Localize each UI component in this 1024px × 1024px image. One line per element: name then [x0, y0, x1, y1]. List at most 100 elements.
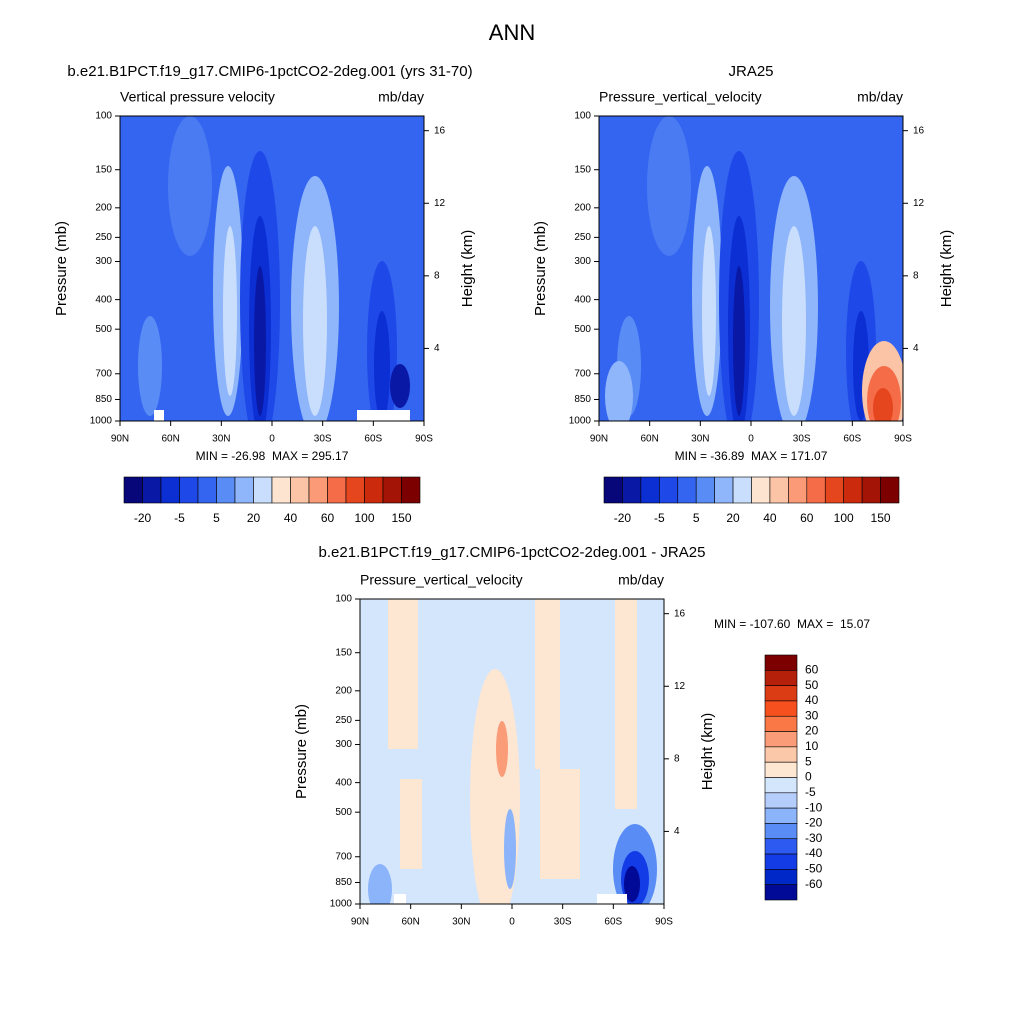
- units-label: mb/day: [857, 89, 903, 105]
- x-tick-label: 90N: [111, 434, 129, 445]
- colorbar-label: 20: [247, 511, 261, 525]
- y-tick-label: 1000: [90, 416, 113, 427]
- figure-title: ANN: [489, 20, 535, 45]
- colorbar-box: [695, 476, 715, 504]
- y2-axis-label: Height (km): [699, 713, 716, 791]
- colorbar-box: [345, 476, 365, 504]
- colorbar-box: [764, 792, 798, 809]
- y-tick-label: 200: [574, 202, 591, 213]
- colorbar-box: [764, 700, 798, 717]
- x-tick-label: 60N: [401, 917, 419, 928]
- y-tick-label: 500: [335, 807, 352, 818]
- contour-field: [120, 116, 424, 421]
- x-tick-label: 60S: [604, 917, 622, 928]
- x-tick-label: 30S: [793, 434, 811, 445]
- colorbar-label: 40: [284, 511, 298, 525]
- x-tick-label: 60N: [161, 434, 179, 445]
- x-tick-label: 30N: [212, 434, 230, 445]
- y2-tick-label: 12: [913, 198, 925, 209]
- colorbar-box: [271, 476, 291, 504]
- y2-tick-label: 8: [434, 270, 440, 281]
- colorbar-label: 100: [834, 511, 854, 525]
- colorbar-label: -50: [805, 862, 823, 876]
- colorbar-label: 5: [213, 511, 220, 525]
- panel-title: JRA25: [728, 63, 773, 80]
- colorbar-label: -5: [654, 511, 665, 525]
- colorbar-box: [861, 476, 881, 504]
- y-tick-label: 250: [335, 715, 352, 726]
- colorbar-box: [764, 838, 798, 855]
- y2-tick-label: 4: [674, 826, 680, 837]
- colorbar-label: 5: [805, 754, 812, 768]
- y2-tick-label: 16: [913, 125, 925, 136]
- y-tick-label: 100: [574, 111, 591, 122]
- colorbar-label: 40: [805, 693, 819, 707]
- colorbar-label: 20: [726, 511, 740, 525]
- colorbar-box: [401, 476, 421, 504]
- colorbar-label: 0: [805, 770, 812, 784]
- colorbar-label: -20: [134, 511, 152, 525]
- y2-tick-label: 12: [434, 198, 446, 209]
- colorbar-label: -60: [805, 877, 823, 891]
- colorbar-box: [806, 476, 826, 504]
- colorbar-box: [640, 476, 660, 504]
- x-tick-label: 30S: [314, 434, 332, 445]
- x-tick-label: 90S: [894, 434, 912, 445]
- y-tick-label: 400: [335, 777, 352, 788]
- colorbar-box: [659, 476, 679, 504]
- colorbar-box: [751, 476, 771, 504]
- y2-tick-label: 16: [434, 125, 446, 136]
- y-tick-label: 100: [335, 594, 352, 605]
- y-tick-label: 300: [335, 739, 352, 750]
- colorbar-box: [843, 476, 863, 504]
- colorbar-box: [234, 476, 254, 504]
- stats-label: MIN = -36.89 MAX = 171.07: [675, 449, 828, 463]
- colorbar-label: 60: [800, 511, 814, 525]
- colorbar-box: [764, 670, 798, 686]
- colorbar-box: [216, 476, 236, 504]
- y-tick-label: 1000: [569, 416, 592, 427]
- y-tick-label: 200: [335, 685, 352, 696]
- colorbar-box: [824, 476, 844, 504]
- y-tick-label: 1000: [330, 899, 353, 910]
- y-tick-label: 850: [95, 394, 112, 405]
- x-tick-label: 60S: [843, 434, 861, 445]
- y-axis-label: Pressure (mb): [53, 221, 70, 316]
- y2-tick-label: 8: [674, 753, 680, 764]
- y-tick-label: 250: [95, 232, 112, 243]
- colorbar-box: [308, 476, 328, 504]
- y-tick-label: 500: [574, 324, 591, 335]
- x-tick-label: 30N: [691, 434, 709, 445]
- x-tick-label: 90S: [415, 434, 433, 445]
- colorbar-box: [603, 476, 623, 504]
- colorbar-box: [764, 715, 798, 732]
- colorbar-box: [160, 476, 180, 504]
- stats-label: MIN = -107.60 MAX = 15.07: [714, 617, 870, 631]
- colorbar-label: -20: [805, 816, 823, 830]
- x-tick-label: 0: [748, 434, 754, 445]
- colorbar-label: -40: [805, 846, 823, 860]
- y-tick-label: 150: [335, 647, 352, 658]
- y2-tick-label: 4: [434, 343, 440, 354]
- y2-tick-label: 4: [913, 343, 919, 354]
- y-tick-label: 500: [95, 324, 112, 335]
- colorbar-box: [764, 654, 798, 671]
- y-tick-label: 700: [335, 851, 352, 862]
- y-tick-label: 150: [574, 164, 591, 175]
- y2-axis-label: Height (km): [459, 230, 476, 308]
- y-tick-label: 700: [95, 368, 112, 379]
- colorbar-box: [382, 476, 402, 504]
- colorbar-label: -5: [174, 511, 185, 525]
- units-label: mb/day: [378, 89, 424, 105]
- x-tick-label: 90S: [655, 917, 673, 928]
- x-tick-label: 0: [509, 917, 515, 928]
- colorbar-box: [732, 476, 752, 504]
- x-tick-label: 90N: [351, 917, 369, 928]
- colorbar-box: [769, 476, 789, 504]
- colorbar-box: [253, 476, 273, 504]
- x-tick-label: 30N: [452, 917, 470, 928]
- x-tick-label: 60N: [640, 434, 658, 445]
- y-tick-label: 300: [574, 256, 591, 267]
- colorbar-box: [290, 476, 310, 504]
